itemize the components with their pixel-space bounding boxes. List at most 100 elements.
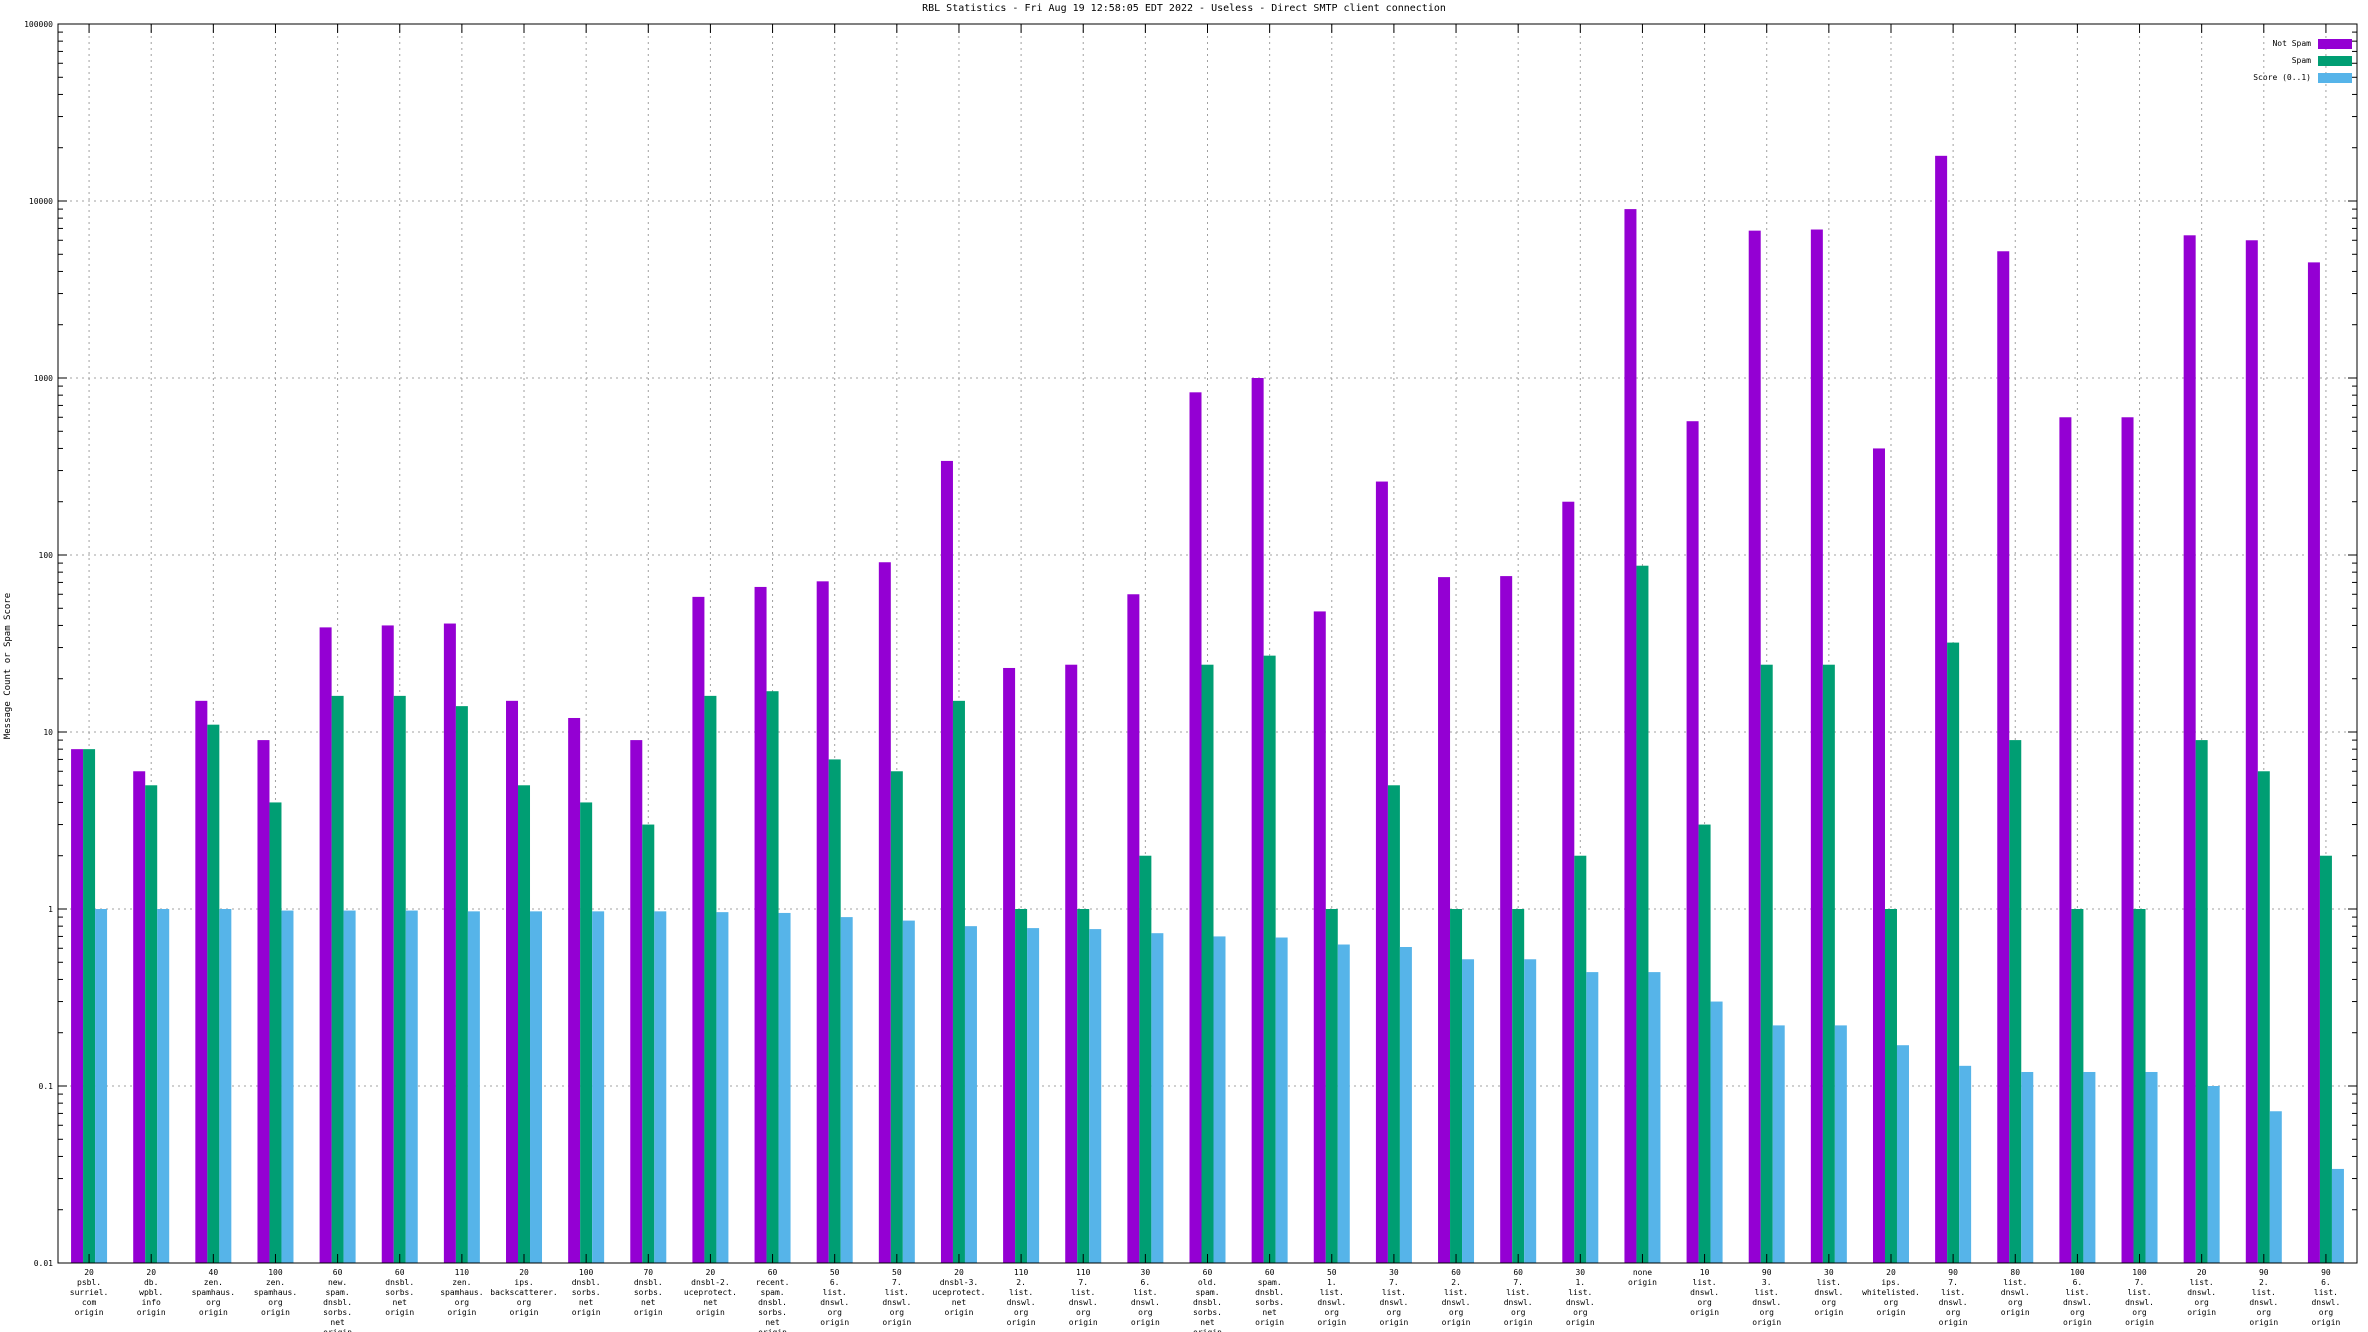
x-tick-label-line: info (142, 1298, 161, 1307)
bar (2009, 740, 2022, 1263)
bar (506, 700, 519, 1263)
x-tick-label-line: origin (696, 1308, 725, 1317)
x-tick-label-line: origin (75, 1308, 104, 1317)
bar (1313, 611, 1326, 1263)
x-tick-label-line: wpbl. (139, 1288, 163, 1297)
x-tick-label-line: zen. (204, 1278, 223, 1287)
x-tick-label-line: 110 (1076, 1268, 1091, 1277)
bar (580, 802, 593, 1263)
bar (2121, 417, 2134, 1264)
bar (2257, 771, 2270, 1263)
x-tick-label: 90 2. list. dnswl. org origin (2249, 1268, 2278, 1327)
x-tick-label-line: list. (1133, 1288, 1157, 1297)
x-tick-label-line: org (268, 1298, 283, 1307)
bar (1151, 933, 1164, 1263)
x-tick-label-line: dnswl. (882, 1298, 911, 1307)
x-tick-label-line: org (2194, 1298, 2209, 1307)
x-tick-label-line: list. (1382, 1288, 1406, 1297)
x-tick-label-line: origin (1442, 1318, 1471, 1327)
bar (716, 912, 729, 1263)
x-tick-label: 110 2. list. dnswl. org origin (1007, 1268, 1036, 1327)
bar (133, 771, 146, 1263)
x-tick-label: 20 ips. backscatterer. org origin (490, 1268, 557, 1317)
x-tick-label-line: 110 (455, 1268, 470, 1277)
bar (1450, 909, 1463, 1263)
x-tick-label-line: 100 (579, 1268, 594, 1277)
bar (2307, 262, 2320, 1264)
bar (2021, 1071, 2034, 1263)
x-tick-label-line: dnsbl. (323, 1298, 352, 1307)
x-tick-label-line: spamhaus. (254, 1288, 297, 1297)
chart-title: RBL Statistics - Fri Aug 19 12:58:05 EDT… (922, 3, 1446, 14)
x-tick-label-line: net (765, 1318, 780, 1327)
x-tick-label-line: dnswl. (1690, 1288, 1719, 1297)
x-tick-label-line: zen. (452, 1278, 471, 1287)
x-tick-label-line: origin (1069, 1318, 1098, 1327)
bar (2133, 909, 2146, 1263)
bar (145, 785, 158, 1263)
x-tick-label-line: 20 (84, 1268, 94, 1277)
x-tick-label-line: list. (1071, 1288, 1095, 1297)
x-tick-label-line: 50 (892, 1268, 902, 1277)
x-tick-label-line: 50 (1327, 1268, 1337, 1277)
x-tick-label-line: ips. (1881, 1278, 1900, 1287)
bar (1698, 824, 1711, 1263)
x-tick-label-line: com (82, 1298, 97, 1307)
x-tick-label-line: sorbs. (1193, 1308, 1222, 1317)
x-tick-label: 90 6. list. dnswl. org origin (2311, 1268, 2340, 1327)
x-tick-label-line: dnsbl. (758, 1298, 787, 1307)
bar (2331, 1168, 2344, 1263)
x-tick-label-line: org (1138, 1308, 1153, 1317)
x-tick-label-line: 100 (2132, 1268, 2147, 1277)
x-tick-label-line: 7. (1513, 1278, 1523, 1287)
x-tick-label-line: 60 (1513, 1268, 1523, 1277)
bar (1822, 664, 1835, 1263)
x-tick-label-line: 30 (1389, 1268, 1399, 1277)
x-tick-label-line: db. (144, 1278, 158, 1287)
x-tick-label-line: org (2132, 1308, 2147, 1317)
x-tick-label-line: dnswl. (1131, 1298, 1160, 1307)
x-tick-label: 20 dnsbl-2. uceprotect. net origin (684, 1268, 737, 1317)
x-tick-label-line: 90 (2259, 1268, 2269, 1277)
x-tick-label-line: 1. (1327, 1278, 1337, 1287)
x-tick-label-line: list. (2065, 1288, 2089, 1297)
x-tick-label: 30 list. dnswl. org origin (1814, 1268, 1843, 1317)
x-tick-label-line: 7. (1078, 1278, 1088, 1287)
x-tick-label-line: org (455, 1298, 470, 1307)
x-tick-label-line: list. (2003, 1278, 2027, 1287)
x-tick-label-line: list. (1506, 1288, 1530, 1297)
x-tick-label-line: origin (2001, 1308, 2030, 1317)
x-tick-label: 20 psbl. surriel. com origin (70, 1268, 109, 1317)
x-tick-label: 80 list. dnswl. org origin (2001, 1268, 2030, 1317)
x-tick-label: 90 3. list. dnswl. org origin (1752, 1268, 1781, 1327)
x-tick-label-line: org (1511, 1308, 1526, 1317)
x-tick-label-line: origin (1379, 1318, 1408, 1327)
x-tick-label-line: dnswl. (1442, 1298, 1471, 1307)
bar (1760, 664, 1773, 1263)
y-tick-label: 0.01 (34, 1259, 53, 1268)
bar (455, 706, 468, 1263)
x-tick-label-line: sorbs. (323, 1308, 352, 1317)
x-tick-label-line: list. (1568, 1288, 1592, 1297)
x-tick-label-line: dnswl. (1939, 1298, 1968, 1307)
x-tick-label-line: whitelisted. (1862, 1288, 1920, 1297)
bar (1872, 448, 1885, 1263)
x-tick-label-line: 90 (1762, 1268, 1772, 1277)
x-tick-label-line: net (952, 1298, 967, 1307)
legend-label: Spam (2292, 56, 2311, 65)
bar (1263, 655, 1276, 1263)
bar (704, 695, 717, 1263)
x-tick-label-line: origin (447, 1308, 476, 1317)
x-tick-label-line: list. (1755, 1288, 1779, 1297)
x-tick-label-line: origin (1007, 1318, 1036, 1327)
x-tick-label: 60 spam. dnsbl. sorbs. net origin (1255, 1268, 1284, 1327)
x-tick-label: 110 7. list. dnswl. org origin (1069, 1268, 1098, 1327)
x-tick-label: 30 7. list. dnswl. org origin (1379, 1268, 1408, 1327)
x-tick-label-line: origin (1752, 1318, 1781, 1327)
x-tick-label-line: uceprotect. (932, 1288, 985, 1297)
y-axis-label: Message Count or Spam Score (3, 593, 13, 739)
x-tick-label-line: net (579, 1298, 594, 1307)
bar (1586, 972, 1599, 1263)
x-tick-label-line: 2. (2259, 1278, 2269, 1287)
